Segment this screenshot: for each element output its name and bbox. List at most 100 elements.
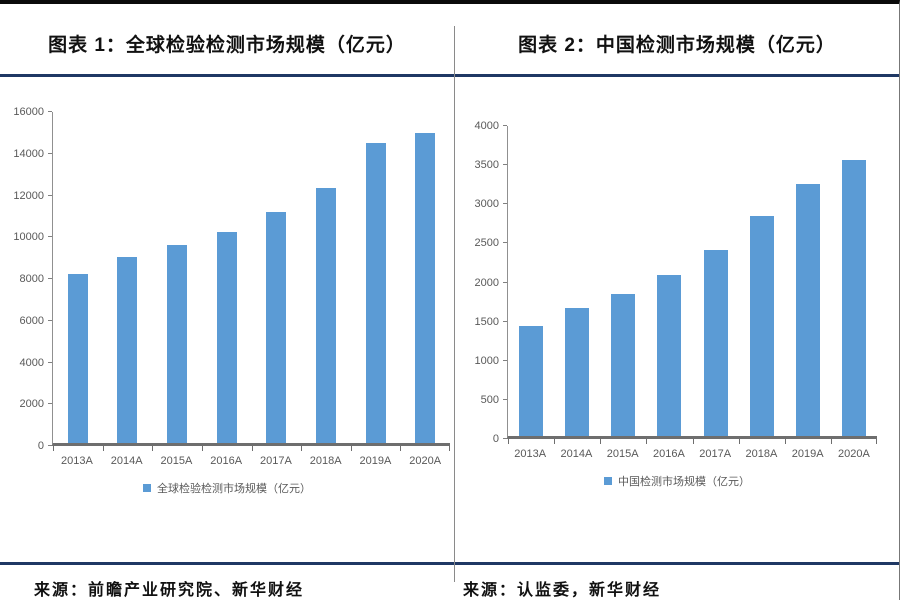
x-tick-mark xyxy=(251,446,253,451)
bar-slot xyxy=(252,212,302,443)
bar-slot xyxy=(152,244,202,443)
x-tick-mark xyxy=(876,439,877,444)
x-tick-mark xyxy=(508,439,509,444)
panel-divider xyxy=(454,26,455,582)
bar xyxy=(565,308,590,436)
y-tick-label: 16000 xyxy=(13,106,44,118)
y-tick-label: 2000 xyxy=(19,398,44,411)
figure-1-title-rule xyxy=(0,74,454,77)
bar xyxy=(415,132,436,443)
bar xyxy=(519,326,544,436)
x-tick-label: 2013A xyxy=(60,455,93,467)
y-tick-mark xyxy=(48,194,52,196)
bar-slot xyxy=(646,274,692,436)
plot xyxy=(52,112,450,451)
x-tick-mark xyxy=(600,439,602,444)
y-axis-spacer xyxy=(463,448,507,460)
x-tick-label: 2017A xyxy=(259,455,292,467)
y-tick-mark xyxy=(503,125,507,126)
x-tick-label: 2013A xyxy=(514,448,547,460)
bar-slot xyxy=(202,232,252,443)
x-tick-label: 2016A xyxy=(652,448,685,460)
y-tick-label: 4000 xyxy=(474,120,499,132)
y-axis: 0 2000 4000 6000 8000 10000 12000 14000 16000 xyxy=(8,106,52,452)
y-tick-label: 4000 xyxy=(19,356,44,369)
bar-slot xyxy=(53,273,103,443)
y-tick-label: 1500 xyxy=(474,315,499,328)
x-tick-mark xyxy=(784,439,786,444)
y-tick-mark xyxy=(503,320,507,322)
plot xyxy=(507,126,877,444)
bar-slot xyxy=(600,294,646,436)
x-axis-labels: 2013A 2014A 2015A 2016A 2017A 2018A 2019A 2020A xyxy=(8,455,450,467)
x-tick-label: 2019A xyxy=(791,448,824,460)
bar xyxy=(266,212,287,443)
plot-area: 0 2000 4000 6000 8000 10000 12000 14000 16000 xyxy=(8,106,450,452)
x-tick-mark xyxy=(738,439,740,444)
x-tick-mark xyxy=(449,446,450,451)
figure-2-legend: 中国检测市场规模（亿元） xyxy=(455,473,899,489)
y-tick-mark xyxy=(503,398,507,400)
y-tick-label: 10000 xyxy=(13,231,44,244)
bar-slot xyxy=(301,188,351,443)
figure-1-legend: 全球检验检测市场规模（亿元） xyxy=(0,480,454,496)
bar-slot xyxy=(739,216,785,436)
y-tick-mark xyxy=(503,203,507,205)
bar xyxy=(117,257,138,443)
x-labels: 2013A 2014A 2015A 2016A 2017A 2018A 2019A 2020A xyxy=(507,448,877,460)
bar xyxy=(216,232,237,443)
y-axis-spacer xyxy=(8,455,52,467)
x-tick-mark xyxy=(400,446,402,451)
x-tick-mark xyxy=(554,439,556,444)
legend-square-icon xyxy=(604,477,612,485)
figure-1-source: 来源：前瞻产业研究院、新华财经 xyxy=(34,582,305,599)
x-tick-label: 2016A xyxy=(210,455,243,467)
x-tick-label: 2017A xyxy=(699,448,732,460)
y-tick-mark xyxy=(503,242,507,244)
bar-slot xyxy=(508,326,554,436)
x-tick-mark xyxy=(201,446,203,451)
x-tick-label: 2015A xyxy=(606,448,639,460)
bar xyxy=(657,274,682,436)
x-tick-label: 2015A xyxy=(160,455,193,467)
bar-slot xyxy=(103,257,153,443)
bar xyxy=(67,273,88,443)
y-tick-mark xyxy=(48,278,52,279)
x-labels: 2013A 2014A 2015A 2016A 2017A 2018A 2019A 2020A xyxy=(52,455,450,467)
y-tick-label: 2500 xyxy=(474,237,499,250)
y-tick-label: 3500 xyxy=(474,159,499,172)
x-tick-mark xyxy=(830,439,832,444)
x-tick-label: 2018A xyxy=(309,455,342,467)
x-tick-mark xyxy=(301,446,303,451)
x-tick-mark xyxy=(152,446,154,451)
x-tick-label: 2014A xyxy=(110,455,143,467)
bar-slot xyxy=(693,249,739,436)
x-tick-label: 2018A xyxy=(745,448,778,460)
y-tick-mark xyxy=(503,359,507,361)
y-tick-label: 0 xyxy=(37,440,44,452)
bar xyxy=(611,294,636,436)
figure-2-bar-chart: 0 500 1000 1500 2000 2500 3000 3500 4000 2013A 201… xyxy=(455,77,899,460)
x-tick-label: 2020A xyxy=(837,448,870,460)
y-tick-mark xyxy=(48,319,52,321)
x-tick-mark xyxy=(350,446,352,451)
bar xyxy=(315,188,336,443)
y-tick-label: 14000 xyxy=(13,147,44,160)
y-tick-mark xyxy=(503,438,507,439)
bar xyxy=(167,244,188,443)
bar-slot xyxy=(351,143,401,443)
x-tick-mark xyxy=(646,439,648,444)
bar xyxy=(703,249,728,436)
figure-2-title-rule xyxy=(455,74,899,77)
bar-slot xyxy=(831,159,877,436)
bar-slot xyxy=(400,132,450,443)
figure-1-source-rule xyxy=(0,562,454,565)
figure-2-source: 来源：认监委，新华财经 xyxy=(463,582,662,599)
y-tick-label: 12000 xyxy=(13,189,44,202)
plot-area: 0 500 1000 1500 2000 2500 3000 3500 4000 xyxy=(463,120,877,445)
figure-2-legend-label: 中国检测市场规模（亿元） xyxy=(618,476,750,488)
y-tick-mark xyxy=(48,445,52,446)
y-tick-label: 1000 xyxy=(474,354,499,367)
y-tick-label: 3000 xyxy=(474,198,499,211)
x-tick-label: 2020A xyxy=(409,455,442,467)
